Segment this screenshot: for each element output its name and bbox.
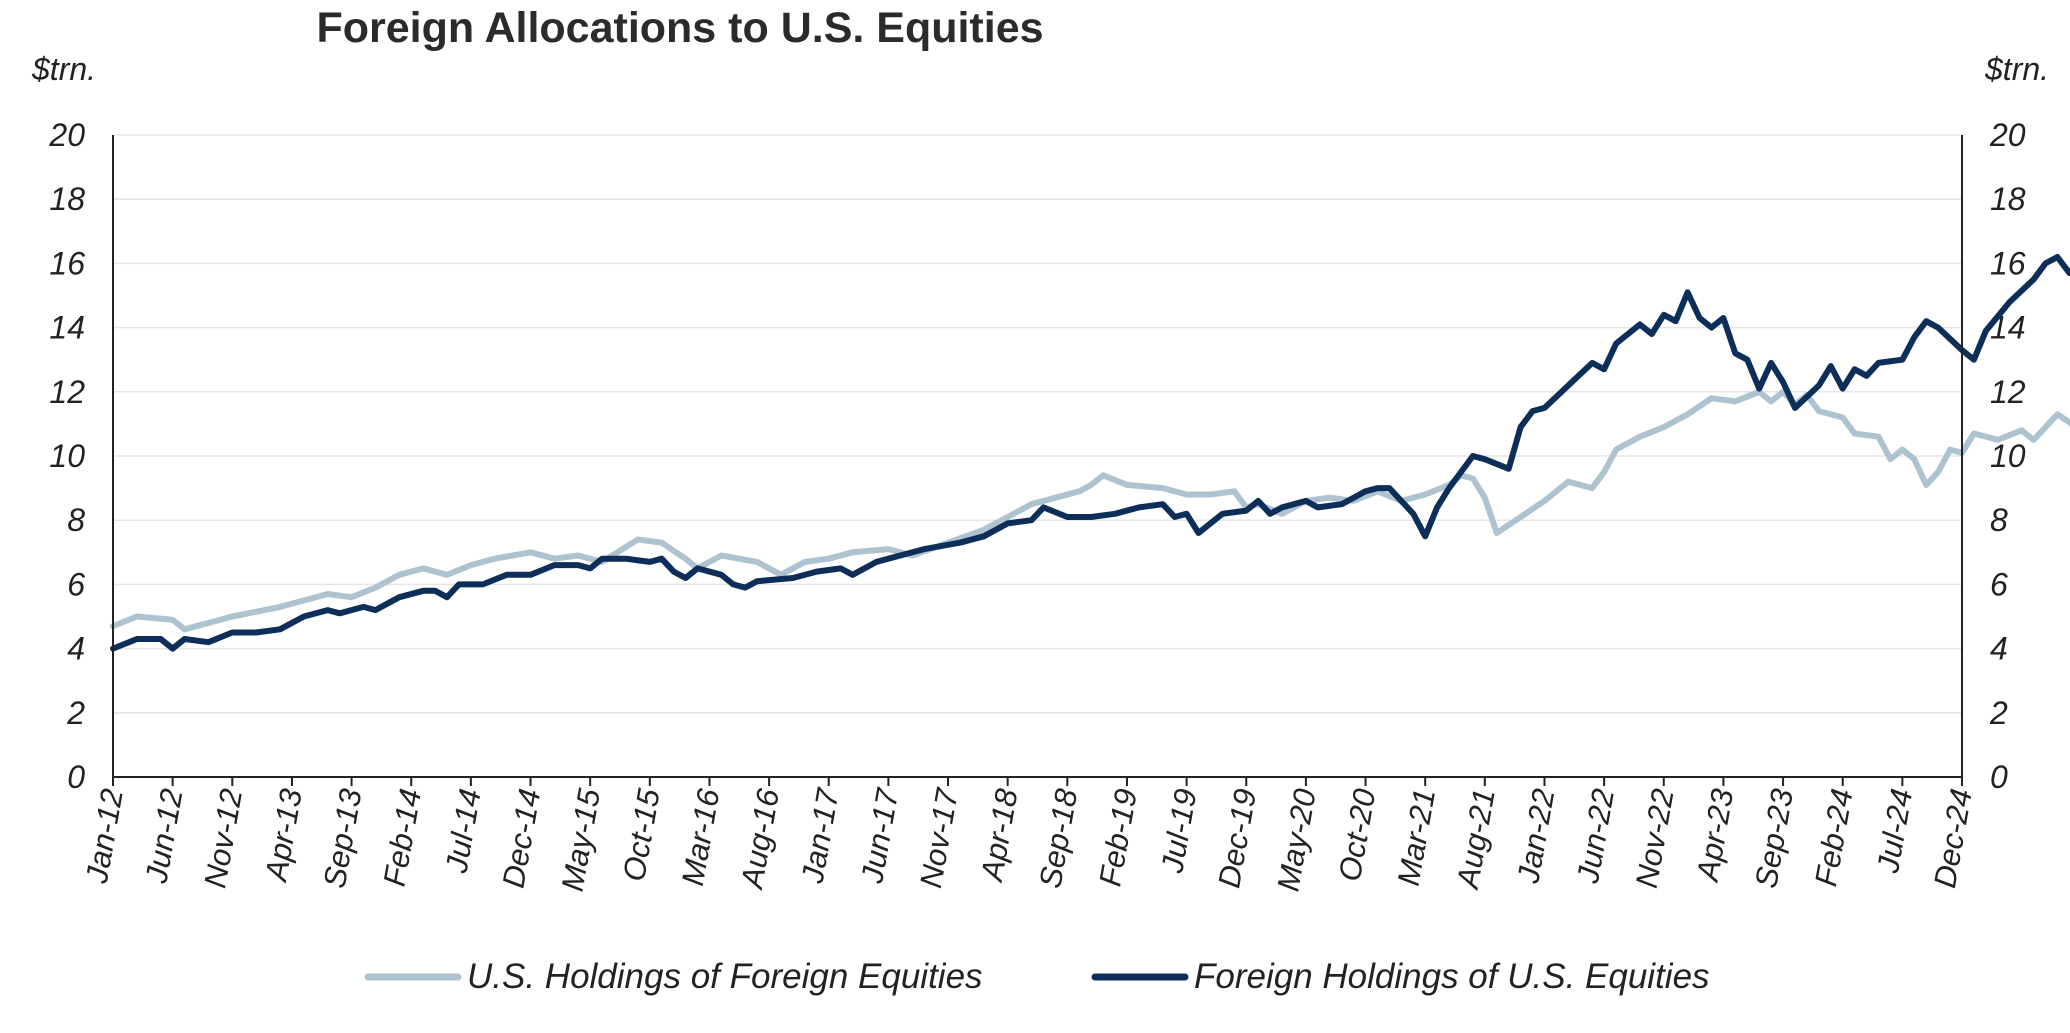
x-tick-Sep-23: Sep-23 [1748,786,1800,891]
y-tick-right-0: 0 [1990,759,2008,795]
y-tick-left-6: 6 [67,566,85,602]
y-tick-right-16: 16 [1990,245,2026,281]
y-tick-right-18: 18 [1990,181,2026,217]
x-tick-May-15: May-15 [555,785,608,894]
x-tick-Jul-24: Jul-24 [1870,786,1919,876]
y-tick-right-20: 20 [1989,117,2026,153]
x-tick-Jan-22: Jan-22 [1510,786,1561,886]
x-tick-Aug-16: Aug-16 [734,785,786,892]
y-tick-right-4: 4 [1990,631,2008,667]
y-tick-left-14: 14 [49,310,85,346]
x-tick-Dec-24: Dec-24 [1927,786,1979,890]
x-tick-Apr-13: Apr-13 [258,786,309,885]
x-tick-labels: Jan-12 Jun-12 Nov-12 Apr-13 Sep-13 Feb-14 Jul-… [79,777,1979,894]
y-tick-left-2: 2 [66,695,85,731]
series-lines [110,254,2070,652]
grid-lines [113,134,1962,714]
y-tick-right-2: 2 [1989,695,2008,731]
y-tick-right-6: 6 [1990,566,2008,602]
x-tick-Oct-15: Oct-15 [616,785,667,883]
y-tick-left-8: 8 [67,502,85,538]
x-tick-Jun-22: Jun-22 [1570,786,1621,886]
x-tick-Jan-17: Jan-17 [795,784,846,886]
y-axis-label-left: $trn. [31,51,96,87]
y-tick-left-18: 18 [49,181,85,217]
legend: U.S. Holdings of Foreign Equities Foreig… [364,957,1710,996]
x-tick-Nov-22: Nov-22 [1629,786,1681,890]
y-axis-label-right: $trn. [1984,51,2049,87]
y-tick-left-12: 12 [49,374,85,410]
x-tick-Sep-13: Sep-13 [317,786,369,891]
y-tick-left-10: 10 [49,438,85,474]
x-tick-Mar-16: Mar-16 [675,785,727,888]
x-tick-Jul-19: Jul-19 [1154,786,1203,876]
x-tick-Apr-18: Apr-18 [974,785,1025,885]
x-tick-Apr-23: Apr-23 [1689,786,1740,885]
x-tick-May-20: May-20 [1270,786,1322,894]
legend-label-foreign-holdings: Foreign Holdings of U.S. Equities [1194,957,1710,996]
x-tick-Aug-21: Aug-21 [1450,786,1502,892]
y-tick-right-8: 8 [1990,502,2008,538]
x-tick-Dec-14: Dec-14 [496,786,548,890]
chart-title: Foreign Allocations to U.S. Equities [316,4,1043,52]
x-tick-Dec-19: Dec-19 [1211,786,1263,890]
x-tick-Jun-17: Jun-17 [854,784,905,886]
legend-label-us-holdings: U.S. Holdings of Foreign Equities [467,957,983,996]
y-tick-left-20: 20 [48,117,85,153]
x-tick-Nov-12: Nov-12 [197,786,249,890]
x-tick-Nov-17: Nov-17 [913,784,965,890]
x-tick-Feb-19: Feb-19 [1092,786,1144,889]
series-line-us-holdings-foreign-equities [110,388,2070,633]
x-tick-Sep-18: Sep-18 [1032,785,1084,890]
y-tick-left-0: 0 [67,759,85,795]
x-tick-Mar-21: Mar-21 [1391,786,1442,888]
y-tick-right-12: 12 [1990,374,2026,410]
x-tick-Jan-12: Jan-12 [79,786,130,886]
x-tick-Feb-14: Feb-14 [377,786,429,889]
x-tick-Jun-12: Jun-12 [138,786,189,886]
series-line-foreign-holdings-us-equities [110,254,2070,652]
x-tick-Feb-24: Feb-24 [1808,786,1860,889]
y-tick-right-10: 10 [1990,438,2026,474]
y-tick-left-4: 4 [67,631,85,667]
x-tick-Jul-14: Jul-14 [438,786,487,876]
y-tick-left-16: 16 [49,245,85,281]
x-tick-Oct-20: Oct-20 [1332,786,1383,884]
